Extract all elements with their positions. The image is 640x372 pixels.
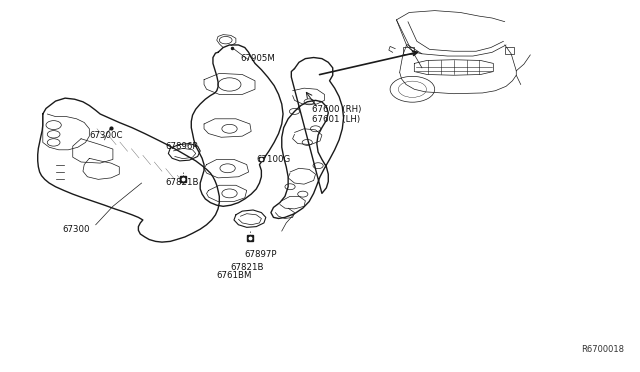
Text: 67100G: 67100G (256, 155, 291, 164)
Text: 67300C: 67300C (90, 131, 123, 140)
Text: 67905M: 67905M (241, 54, 275, 63)
Text: 67897P: 67897P (245, 250, 277, 259)
Bar (505, 47, 515, 54)
Text: R6700018: R6700018 (582, 345, 625, 354)
Text: 67896P: 67896P (166, 142, 198, 151)
Text: 67821B: 67821B (166, 178, 199, 187)
Text: 6761BM: 6761BM (217, 271, 252, 280)
Text: 67601 (LH): 67601 (LH) (312, 115, 360, 125)
Text: 67821B: 67821B (231, 263, 264, 272)
Bar (403, 47, 414, 54)
Text: 67300: 67300 (62, 225, 90, 234)
Text: 67600 (RH): 67600 (RH) (312, 105, 362, 114)
